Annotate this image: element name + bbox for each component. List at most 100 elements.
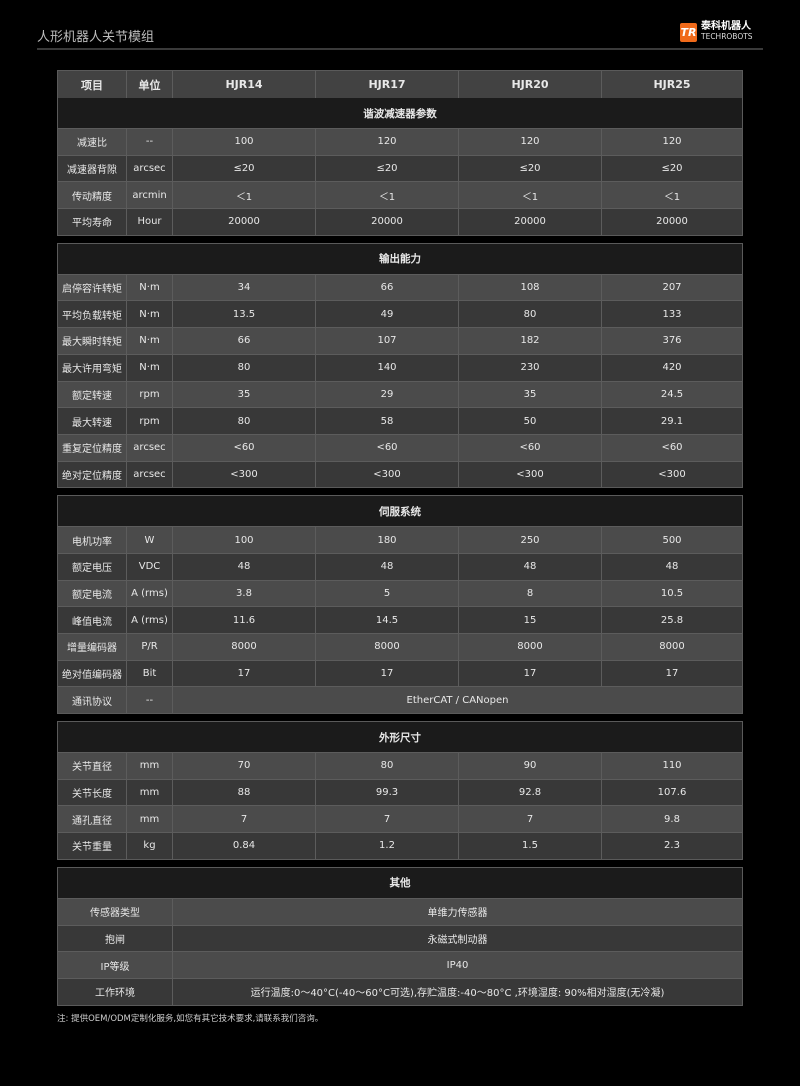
cell-value: <60 — [315, 434, 458, 461]
cell-value: <60 — [458, 434, 601, 461]
row-unit: Bit — [126, 660, 172, 687]
table-row: 最大许用弯矩 N·m 80 140 230 420 — [58, 353, 742, 381]
column-header: HJR20 — [458, 71, 601, 98]
table-row: 关节重量 kg 0.84 1.2 1.5 2.3 — [58, 832, 742, 859]
cell-value: 8000 — [315, 634, 458, 660]
cell-value: ≤20 — [315, 155, 458, 182]
cell-value: 17 — [601, 660, 742, 687]
row-unit: VDC — [126, 553, 172, 580]
section-title: 外形尺寸 — [58, 722, 742, 753]
column-header: HJR17 — [315, 71, 458, 98]
cell-value: 90 — [458, 753, 601, 779]
table-row: 平均寿命 Hour 20000 20000 20000 20000 — [58, 208, 742, 235]
row-label: 关节直径 — [72, 762, 112, 774]
cell-value: 140 — [315, 354, 458, 381]
cell-value: 8 — [458, 580, 601, 607]
row-label: 平均负载转矩 — [62, 310, 122, 322]
row-unit: -- — [126, 129, 172, 155]
cell-value: 1.5 — [458, 833, 601, 859]
cell-value: 7 — [315, 806, 458, 833]
column-header: 单位 — [126, 71, 172, 98]
section-title: 其他 — [58, 867, 742, 898]
cell-value: IP40 — [172, 952, 742, 978]
table-row: 最大转速 rpm 80 58 50 29.1 — [58, 407, 742, 434]
table-row: 关节直径 mm 70 80 90 110 — [58, 752, 742, 779]
row-label: 通讯协议 — [72, 696, 112, 708]
section-title: 输出能力 — [58, 243, 742, 274]
row-label: 平均寿命 — [72, 218, 112, 230]
cell-value: <60 — [601, 434, 742, 461]
cell-value: 66 — [172, 328, 315, 354]
table-row: 平均负载转矩 N·m 13.5 49 80 133 — [58, 300, 742, 328]
cell-value: ＜1 — [601, 182, 742, 209]
cell-value: <60 — [172, 434, 315, 461]
header-divider — [37, 48, 763, 50]
cell-value: 180 — [315, 527, 458, 553]
row-label: 额定电压 — [72, 563, 112, 575]
footnote: 注: 提供OEM/ODM定制化服务,如您有其它技术要求,请联系我们咨询。 — [57, 1014, 324, 1024]
cell-value: 80 — [172, 354, 315, 381]
row-unit: mm — [126, 806, 172, 833]
table-row: 关节长度 mm 88 99.3 92.8 107.6 — [58, 778, 742, 806]
cell-value: <300 — [172, 461, 315, 488]
table-header-row: 项目 单位 HJR14 HJR17 HJR20 HJR25 — [58, 71, 742, 98]
cell-value: 108 — [458, 274, 601, 301]
cell-value: 99.3 — [315, 779, 458, 806]
cell-value: ≤20 — [172, 155, 315, 182]
table-row: 传感器类型 单维力传感器 — [58, 897, 742, 925]
row-unit: arcsec — [126, 434, 172, 461]
cell-value: 永磁式制动器 — [172, 925, 742, 952]
logo-cn: 泰科机器人 — [701, 21, 751, 32]
cell-value: ＜1 — [458, 182, 601, 209]
cell-value: 110 — [601, 753, 742, 779]
cell-value: 250 — [458, 527, 601, 553]
row-unit: arcsec — [126, 461, 172, 488]
table-row: 增量编码器 P/R 8000 8000 8000 8000 — [58, 633, 742, 660]
table-row: 重复定位精度 arcsec <60 <60 <60 <60 — [58, 433, 742, 461]
cell-value: 11.6 — [172, 607, 315, 633]
section-title: 谐波减速器参数 — [58, 98, 742, 128]
cell-value: 8000 — [172, 634, 315, 660]
table-row: 最大瞬时转矩 N·m 66 107 182 376 — [58, 327, 742, 354]
cell-value: 100 — [172, 129, 315, 155]
table-row: 电机功率 W 100 180 250 500 — [58, 526, 742, 553]
row-unit: N·m — [126, 274, 172, 301]
cell-value: 80 — [172, 408, 315, 434]
cell-value: ≤20 — [458, 155, 601, 182]
row-label: 额定转速 — [72, 390, 112, 402]
row-label: 最大转速 — [72, 417, 112, 429]
row-unit: A (rms) — [126, 607, 172, 633]
cell-value: <300 — [315, 461, 458, 488]
row-label: IP等级 — [100, 961, 130, 973]
row-label: 绝对值编码器 — [62, 670, 122, 682]
row-label: 绝对定位精度 — [62, 470, 122, 482]
cell-value: 58 — [315, 408, 458, 434]
column-header: HJR25 — [601, 71, 742, 98]
row-label: 减速比 — [77, 138, 107, 150]
row-unit: N·m — [126, 328, 172, 354]
logo-en: TECHROBOTS — [701, 32, 753, 41]
cell-value: 25.8 — [601, 607, 742, 633]
cell-value: 70 — [172, 753, 315, 779]
row-label: 关节长度 — [72, 789, 112, 801]
cell-value: ＜1 — [315, 182, 458, 209]
cell-value: 80 — [315, 753, 458, 779]
cell-value: 3.8 — [172, 580, 315, 607]
row-label: 最大瞬时转矩 — [62, 337, 122, 349]
section-block: 外形尺寸 关节直径 mm 70 80 90 110 关节长度 mm 88 99.3 92.8 107.6… — [57, 721, 743, 860]
page-title: 人形机器人关节模组 — [37, 30, 155, 45]
cell-value: 8000 — [458, 634, 601, 660]
cell-value: 7 — [458, 806, 601, 833]
cell-value: 20000 — [601, 209, 742, 235]
cell-value: <300 — [601, 461, 742, 488]
row-label: 增量编码器 — [67, 643, 117, 655]
cell-value: 88 — [172, 779, 315, 806]
table-row: 抱闸 永磁式制动器 — [58, 924, 742, 952]
table-row: 峰值电流 A (rms) 11.6 14.5 15 25.8 — [58, 606, 742, 633]
cell-value: 1.2 — [315, 833, 458, 859]
cell-value: 100 — [172, 527, 315, 553]
row-unit: W — [126, 527, 172, 553]
cell-value: 80 — [458, 301, 601, 328]
row-label: 最大许用弯矩 — [62, 364, 122, 376]
cell-value: 17 — [315, 660, 458, 687]
